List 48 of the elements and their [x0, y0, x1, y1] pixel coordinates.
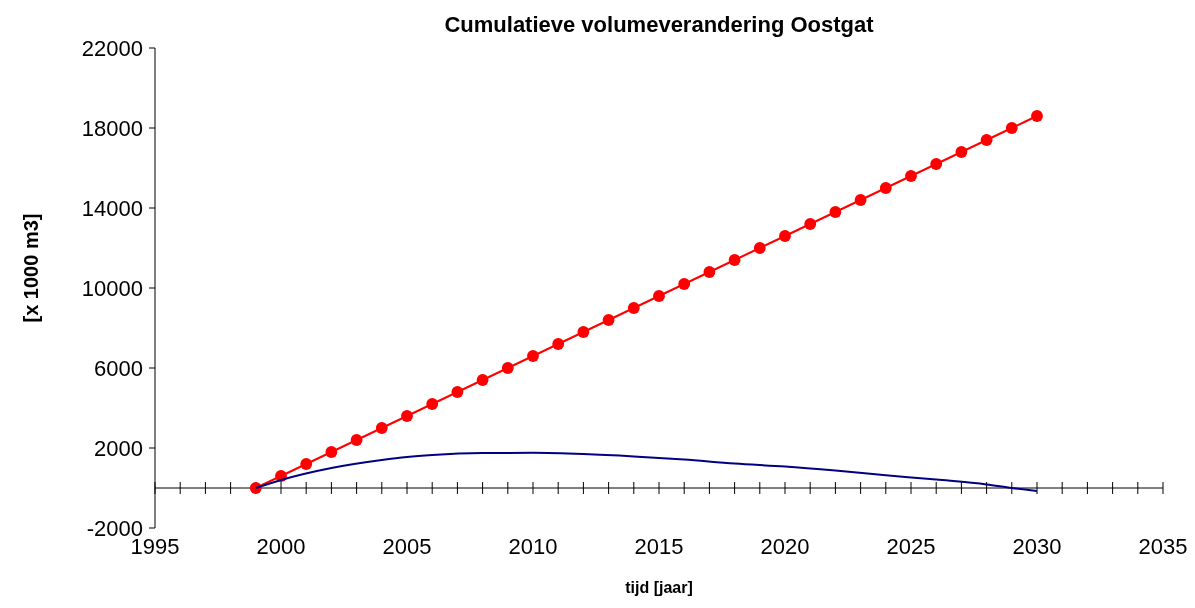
x-axis-title: tijd [jaar] — [625, 579, 693, 596]
point — [879, 182, 892, 194]
point — [653, 290, 665, 302]
point — [375, 422, 388, 434]
point — [577, 326, 590, 338]
y-tick-label: 10000 — [81, 275, 143, 301]
point — [905, 170, 917, 182]
point — [678, 278, 691, 290]
point — [829, 206, 842, 218]
y-tick-label: 22000 — [81, 35, 143, 61]
y-tick-label: 14000 — [81, 195, 143, 221]
point — [804, 218, 817, 230]
point — [703, 266, 716, 278]
point — [300, 458, 313, 470]
point — [527, 350, 539, 362]
point — [602, 314, 615, 326]
x-tick-label: 2035 — [1138, 534, 1188, 559]
point — [627, 302, 640, 314]
point — [552, 338, 565, 350]
y-axis-title: [x 1000 m3] — [20, 213, 42, 323]
point — [854, 194, 867, 206]
y-tick-label: 2000 — [94, 435, 143, 461]
x-tick-label: 2015 — [634, 534, 684, 559]
point — [930, 158, 943, 170]
point — [476, 374, 489, 386]
x-tick-label: 2010 — [508, 534, 558, 559]
y-tick-label: 6000 — [94, 355, 143, 381]
point — [779, 230, 791, 242]
point — [753, 242, 766, 254]
point — [1031, 110, 1043, 122]
point — [1005, 122, 1018, 134]
point — [955, 146, 968, 158]
point — [980, 134, 993, 146]
point — [401, 410, 413, 422]
x-tick-label: 2000 — [256, 534, 306, 559]
point — [501, 362, 514, 374]
point — [451, 386, 464, 398]
x-tick-label: 2030 — [1012, 534, 1062, 559]
point — [426, 398, 439, 410]
y-tick-label: 18000 — [81, 115, 143, 141]
x-tick-label: 2020 — [760, 534, 810, 559]
point — [728, 254, 741, 266]
point — [325, 446, 338, 458]
point — [350, 434, 363, 446]
chart-title: Cumulatieve volumeverandering Oostgat — [444, 12, 875, 37]
point — [249, 482, 262, 494]
x-tick-label: 2005 — [382, 534, 432, 559]
x-tick-label: 2025 — [886, 534, 936, 559]
